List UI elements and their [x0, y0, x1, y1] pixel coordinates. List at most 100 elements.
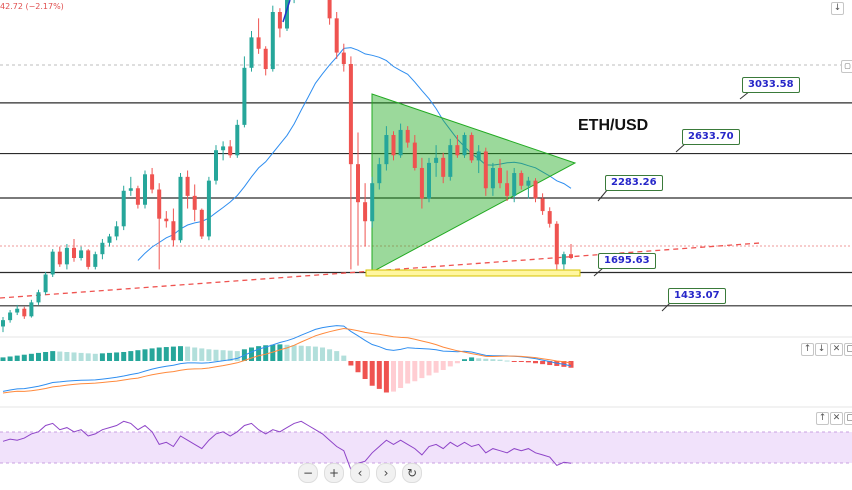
macd-bar — [36, 352, 41, 361]
macd-bar — [50, 351, 56, 361]
scroll-right-icon[interactable]: › — [376, 463, 396, 483]
pane-move-up-icon[interactable]: ↑ — [801, 343, 814, 356]
candle-body — [540, 198, 545, 212]
macd-bar — [533, 361, 538, 364]
pane-move-down-icon[interactable]: ↓ — [815, 343, 828, 356]
candle-body — [235, 124, 240, 156]
candle-body — [348, 63, 353, 165]
macd-bar — [270, 344, 276, 361]
candle-body — [285, 0, 289, 29]
macd-bar — [462, 359, 467, 361]
macd-bar — [305, 346, 311, 361]
macd-bar — [362, 361, 368, 379]
candle-body — [242, 67, 247, 125]
candle-body — [270, 12, 275, 70]
macd-signal-line — [2, 327, 572, 394]
candle-body — [143, 174, 147, 205]
pane-close-icon[interactable]: ✕ — [830, 343, 843, 356]
macd-bar — [78, 352, 84, 361]
rsi-pane-close-icon[interactable]: ✕ — [830, 412, 843, 425]
candle-body — [107, 236, 112, 243]
candle-body — [363, 202, 368, 222]
macd-bar — [405, 361, 411, 384]
macd-bar — [71, 352, 77, 361]
candle-body — [114, 226, 119, 237]
candle-body — [334, 18, 339, 53]
macd-bar — [298, 345, 304, 361]
candle-body — [526, 180, 531, 186]
macd-bar — [327, 349, 333, 361]
candle-body — [462, 135, 467, 156]
level-label-2633: 2633.70 — [682, 129, 740, 145]
candle-body — [434, 157, 439, 163]
scroll-left-icon[interactable]: ‹ — [350, 463, 370, 483]
macd-bar — [334, 351, 340, 361]
chevron-down-icon[interactable]: ↓ — [831, 2, 844, 15]
macd-bar — [483, 358, 489, 361]
candle-body — [533, 180, 538, 199]
candle-body — [150, 174, 155, 190]
rsi-pane-move-up-icon[interactable]: ↑ — [816, 412, 829, 425]
candle-body — [263, 48, 268, 70]
zoom-toolbar: − + ‹ › ↻ — [298, 463, 422, 485]
macd-bar — [199, 348, 205, 361]
macd-bar — [21, 354, 27, 361]
candle-body — [405, 129, 410, 143]
candle-body — [22, 308, 27, 317]
macd-bar — [142, 349, 148, 361]
rsi-pane-maximize-icon[interactable]: ▢ — [844, 412, 852, 425]
macd-bar — [320, 347, 325, 361]
level-connector-2 — [597, 188, 609, 202]
candle-body — [128, 188, 133, 191]
candle-body — [36, 292, 41, 303]
candle-body — [185, 176, 190, 196]
macd-bar — [170, 346, 176, 361]
macd-bar — [511, 361, 517, 362]
candle-body — [505, 183, 510, 196]
macd-bar — [85, 353, 91, 361]
macd-bar — [192, 347, 198, 361]
macd-bar — [398, 361, 404, 388]
candle-body — [1, 320, 5, 327]
settings-icon[interactable]: ▢ — [841, 60, 852, 73]
candle-body — [554, 223, 559, 265]
zoom-in-icon[interactable]: + — [324, 463, 344, 483]
candle-body — [441, 157, 446, 177]
candle-body — [214, 150, 218, 181]
candle-body — [228, 146, 233, 156]
candle-body — [178, 176, 183, 241]
pane-maximize-icon[interactable]: ▢ — [844, 343, 852, 356]
candle-body — [256, 37, 261, 49]
macd-bar — [213, 349, 219, 361]
candle-body — [427, 162, 431, 199]
macd-bar — [476, 358, 482, 361]
macd-bar — [0, 357, 6, 361]
macd-bar — [490, 359, 496, 361]
candle-body — [327, 0, 332, 19]
level-label-2283: 2283.26 — [605, 175, 663, 191]
candle-body — [29, 302, 34, 317]
candle-body — [86, 250, 91, 267]
candle-body — [419, 167, 424, 199]
macd-bar — [497, 359, 503, 361]
candle-body — [199, 209, 204, 237]
level-label-1695: 1695.63 — [598, 253, 656, 269]
macd-bar — [277, 344, 283, 361]
level-label-1433: 1433.07 — [668, 288, 726, 304]
macd-bar — [28, 353, 34, 361]
macd-bar — [263, 345, 269, 361]
candle-body — [157, 189, 162, 219]
candle-body — [448, 145, 453, 177]
macd-bar — [14, 355, 20, 361]
macd-bar — [114, 352, 120, 361]
reset-chart-icon[interactable]: ↻ — [402, 463, 422, 483]
macd-bar — [440, 361, 446, 370]
candle-body — [547, 211, 552, 224]
macd-bar — [504, 360, 510, 362]
zoom-out-icon[interactable]: − — [298, 463, 318, 483]
candle-body — [370, 183, 375, 222]
macd-bar — [568, 361, 574, 368]
level-connector-3 — [593, 267, 604, 277]
